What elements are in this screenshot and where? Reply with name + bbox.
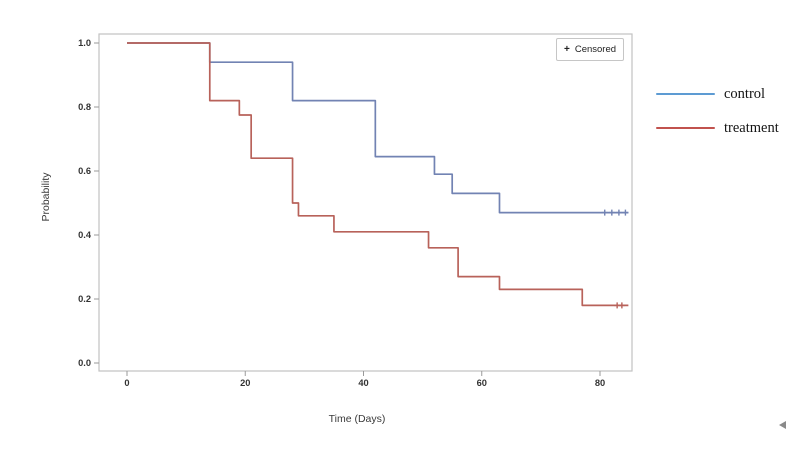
y-tick-label: 0.0 — [78, 358, 91, 368]
legend-item-control: control — [656, 84, 779, 104]
y-axis-title: Probability — [40, 172, 52, 222]
control-line-swatch — [656, 92, 715, 96]
censored-label: Censored — [574, 44, 617, 55]
x-tick-label: 40 — [358, 378, 368, 388]
legend-label-control: control — [724, 85, 766, 102]
group-legend: control treatment — [656, 84, 779, 138]
y-tick-label: 0.4 — [78, 230, 92, 240]
plus-censor-icon: + — [564, 43, 570, 55]
y-tick-label: 1.0 — [78, 38, 91, 48]
legend-item-treatment: treatment — [656, 118, 779, 138]
resize-handle-icon — [779, 421, 786, 429]
y-tick-label: 0.2 — [78, 294, 91, 304]
censored-legend-box: + Censored — [556, 38, 625, 61]
curve-treatment — [127, 42, 629, 307]
x-tick-label: 60 — [477, 378, 487, 388]
plot-frame — [98, 33, 633, 372]
treatment-line-swatch — [656, 126, 715, 130]
x-tick-label: 80 — [595, 378, 605, 388]
x-tick-label: 20 — [240, 378, 250, 388]
curve-control — [127, 42, 629, 214]
y-tick-label: 0.6 — [78, 166, 91, 176]
y-tick-label: 0.8 — [78, 102, 91, 112]
legend-label-treatment: treatment — [724, 119, 779, 136]
x-axis-title: Time (Days) — [328, 413, 386, 425]
x-tick-label: 0 — [124, 378, 129, 388]
